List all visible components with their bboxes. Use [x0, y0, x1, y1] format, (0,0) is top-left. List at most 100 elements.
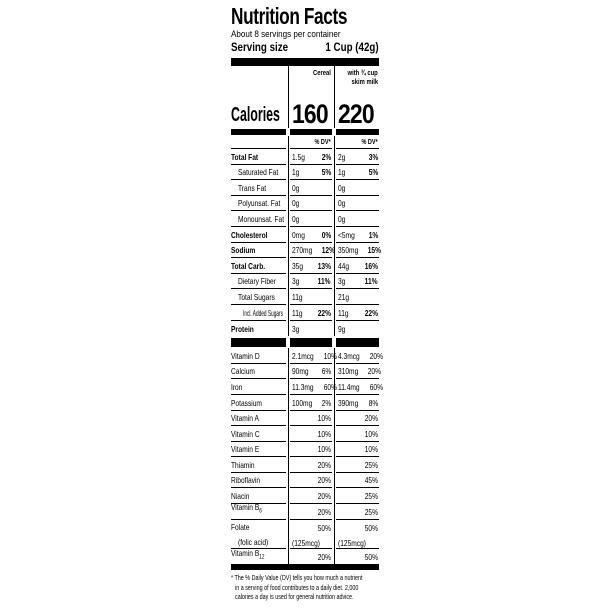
nutrient-name-cell: Niacin [231, 488, 286, 505]
value-cell-milk: 9g [336, 321, 379, 337]
empty-cell [231, 136, 286, 149]
dv-value: 6% [321, 366, 331, 377]
nutrient-rows-section: Total Fat 1.5g 2% 2g 3% Saturated Fat 1g 5% 1g 5%… [231, 149, 382, 337]
footnote-line: * The % Daily Value (DV) tells you how m… [231, 573, 379, 583]
nutrient-name: Vitamin C [231, 428, 260, 439]
value-cell-cereal: 90mg 6% [290, 364, 332, 380]
vitamin-row: Vitamin D 2.1mcg 10% 4.3mcg 20% [231, 348, 383, 364]
value-cell-milk: 11.4mg 60% [336, 379, 383, 395]
value-cell-cereal: 50% (125mcg) [290, 520, 332, 549]
amount: 100mg [292, 397, 313, 408]
dv-value: 20% [367, 366, 382, 377]
value-cell-cereal: 10% [290, 426, 332, 442]
calories-row: Calories 160 220 [231, 91, 379, 128]
value-cell-cereal: 11.3mg 60% [290, 379, 337, 395]
column-header-milk-cell: with ¾ cup skim milk [336, 66, 379, 91]
dv-value: 25% [364, 491, 378, 502]
nutrient-name: Total Carb. [231, 260, 266, 271]
dv-value: 10% [317, 413, 331, 424]
nutrient-name-cell: Folate (folic acid) [231, 520, 286, 549]
value-cell-cereal: 11g [290, 289, 332, 305]
dv-value: 12% [321, 245, 336, 256]
dv-value: 20% [317, 475, 331, 486]
empty-header-cell [231, 66, 286, 91]
vitamin-row: Potassium 100mg 2% 390mg 8% [231, 395, 379, 411]
dv-value: 10% [323, 350, 337, 361]
amount: 3g [338, 276, 346, 287]
column-header-skim-milk: with ¾ cup skim milk [339, 68, 378, 86]
nutrient-name-cell: Potassium [231, 395, 286, 411]
nutrient-name: Vitamin B12 [231, 547, 265, 561]
vitamin-row: Riboflavin 20% 45% [231, 473, 379, 489]
value-cell-cereal: 0g [290, 196, 332, 212]
divider-bar-segment [290, 338, 332, 348]
amount: 3g [292, 324, 300, 335]
value-cell-cereal: 0mg 0% [290, 227, 332, 243]
value-cell-milk: 390mg 8% [336, 395, 379, 411]
amount: 2.1mcg [292, 350, 314, 361]
nutrient-name-cell: Calcium [231, 364, 286, 380]
dv-value: 2% [321, 151, 331, 162]
dv-value: 2% [321, 397, 331, 408]
nutrient-name: Niacin [231, 491, 250, 502]
amount: 11g [292, 307, 303, 318]
vitamin-row: Vitamin B6 20% 25% [231, 502, 379, 520]
dv-value: 20% [317, 506, 331, 517]
nutrition-table: Cereal with ¾ cup skim milk Calories 160… [231, 66, 383, 565]
amount: <5mg [338, 229, 355, 240]
value-cell-cereal: 11g 22% [290, 305, 332, 321]
calories-underline-row [231, 128, 379, 136]
value-cell-milk: 25% [336, 488, 379, 505]
dv-value: 15% [367, 245, 382, 256]
value-cell-cereal: 3g [290, 321, 332, 337]
amount: 1g [292, 167, 300, 178]
value-cell-milk: 11g 22% [336, 305, 379, 321]
nutrient-name-cell: Vitamin E [231, 442, 286, 458]
dv-value: 1% [368, 229, 378, 240]
nutrient-name-cell: Saturated Fat [231, 165, 286, 181]
percent-dv-header-milk-cell: % DV* [336, 136, 379, 149]
nutrient-name: Incl. Added Sugars [243, 307, 283, 318]
amount: (125mcg) [338, 537, 367, 548]
value-cell-cereal: 2.1mcg 10% [290, 348, 337, 364]
serving-size-row: Serving size 1 Cup (42g) [231, 42, 379, 55]
amount: 11.4mg [338, 381, 360, 392]
column-header-milk-line1: with ¾ cup [347, 68, 378, 77]
amount: 0mg [292, 229, 305, 240]
divider-bar-segment [231, 338, 286, 348]
nutrient-name: Vitamin E [231, 444, 260, 455]
value-cell-milk: 44g 16% [336, 258, 379, 274]
amount: 4.3mcg [338, 350, 360, 361]
value-cell-milk: 310mg 20% [336, 364, 382, 380]
value-cell-cereal: 10% [290, 411, 332, 427]
dv-value: 13% [317, 260, 331, 271]
value-cell-cereal: 270mg 12% [290, 243, 336, 259]
nutrient-name-subscript: 12 [259, 554, 265, 561]
dv-value: 50% [364, 552, 378, 563]
dv-value: 11% [365, 276, 378, 287]
nutrient-name-cell: Incl. Added Sugars [231, 305, 286, 321]
amount: 44g [338, 260, 350, 271]
percent-dv-header-cereal: % DV* [314, 139, 331, 146]
divider-bar-segment [336, 129, 379, 135]
dv-value: 22% [364, 307, 378, 318]
percent-dv-header-row: % DV* % DV* [231, 136, 379, 149]
dv-value: 25% [364, 459, 378, 470]
amount: 11g [338, 307, 349, 318]
nutrient-row: Protein 3g 9g [231, 321, 379, 337]
vitamin-row: Iron 11.3mg 60% 11.4mg 60% [231, 379, 383, 395]
vitamin-row: Thiamin 20% 25% [231, 457, 379, 473]
amount: 0g [338, 213, 346, 224]
nutrient-name: Folate [231, 522, 250, 533]
nutrient-row: Trans Fat 0g 0g [231, 180, 379, 196]
amount: 90mg [292, 366, 309, 377]
nutrient-name: Potassium [231, 397, 262, 408]
column-header-cereal-cell: Cereal [290, 66, 332, 91]
calories-label: Calories [231, 104, 280, 126]
amount: 0g [292, 182, 300, 193]
value-cell-cereal: 0g [290, 180, 332, 196]
dv-value: 50% [317, 523, 331, 534]
amount: 35g [292, 260, 304, 271]
value-cell-cereal: 10% [290, 442, 332, 458]
nutrient-row: Total Carb. 35g 13% 44g 16% [231, 258, 379, 274]
